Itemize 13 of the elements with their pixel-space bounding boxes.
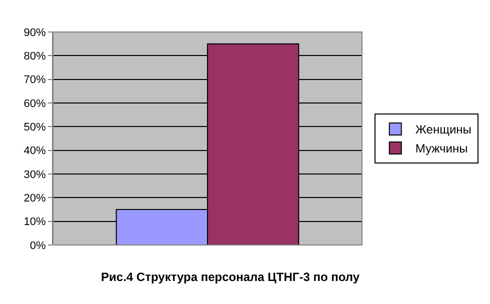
y-tick-label: 60% [24,98,46,110]
y-tick-label: 0% [30,240,46,252]
y-tick-label: 50% [24,122,46,134]
y-tick-label: 20% [24,192,46,205]
legend-label: Женщины [415,122,472,137]
y-tick-label: 80% [24,50,46,63]
legend-label: Мужчины [415,142,468,156]
y-tick-label: 40% [24,145,46,158]
y-tick-label: 30% [24,168,46,181]
y-tick-label: 90% [24,26,46,39]
y-tick-label: 10% [24,216,46,228]
text: Рис.4 Структура персонала ЦТНГ-3 по полу [101,270,360,284]
y-tick-label: 70% [24,74,46,86]
